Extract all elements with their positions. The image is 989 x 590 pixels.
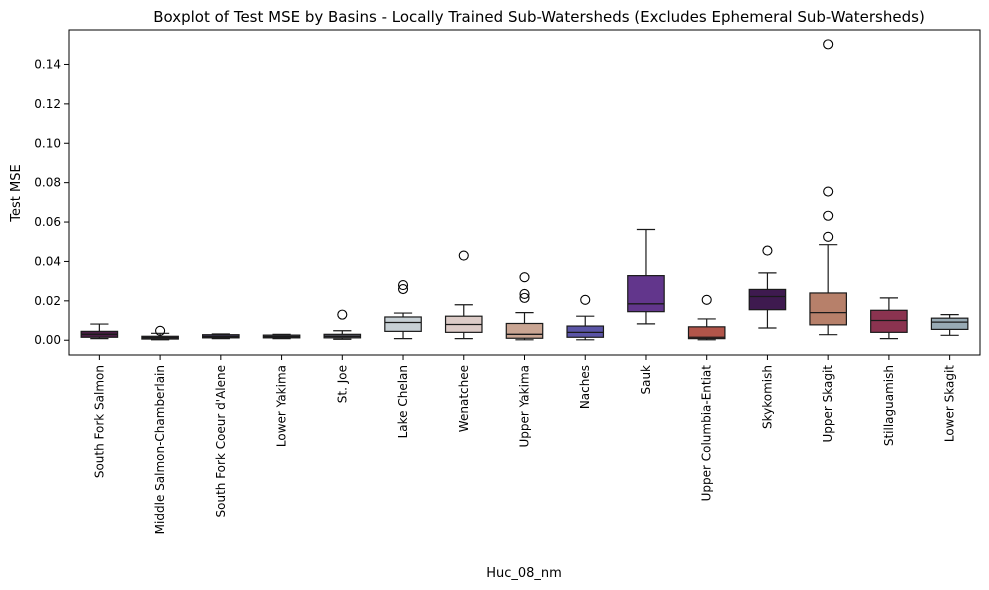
y-tick-label: 0.10 <box>34 136 61 150</box>
box-body <box>930 317 969 330</box>
x-tick-label: Stillaguamish <box>882 365 896 446</box>
y-tick-label: 0.02 <box>34 294 61 308</box>
box-group <box>748 245 787 329</box>
x-tick-label: South Fork Coeur d'Alene <box>214 365 228 518</box>
outlier-point <box>580 294 591 305</box>
chart-title: Boxplot of Test MSE by Basins - Locally … <box>153 8 925 26</box>
box-body <box>809 292 847 326</box>
y-axis: 0.00 0.02 0.04 0.06 0.08 0.10 0.12 0.14 <box>34 57 69 347</box>
outlier-point <box>823 210 834 221</box>
box-body <box>566 325 605 338</box>
x-tick-label: Lake Chelan <box>396 365 410 438</box>
box-body <box>870 309 908 333</box>
outlier-point <box>823 231 834 242</box>
box-group <box>384 280 422 340</box>
outlier-point <box>337 309 348 320</box>
x-tick-label: Upper Skagit <box>821 365 835 443</box>
y-tick-label: 0.06 <box>34 215 61 229</box>
outlier-point <box>823 186 834 197</box>
y-tick-label: 0.08 <box>34 176 61 190</box>
box-body <box>687 326 726 340</box>
box-group <box>687 294 726 341</box>
box-group <box>505 272 544 341</box>
y-tick-label: 0.04 <box>34 254 61 268</box>
box-group <box>870 297 908 340</box>
x-tick-label: Lower Yakima <box>275 365 289 447</box>
x-tick-label: Upper Columbia-Entiat <box>700 365 714 502</box>
y-tick-label: 0.12 <box>34 97 61 111</box>
x-tick-label: Naches <box>578 365 592 409</box>
x-tick-label: Middle Salmon-Chamberlain <box>153 365 167 534</box>
x-tick-label: Wenatchee <box>457 365 471 432</box>
boxes-layer <box>80 39 969 341</box>
box-group <box>323 309 362 340</box>
x-tick-label: Skykomish <box>760 365 774 429</box>
box-group <box>262 333 301 340</box>
box-group <box>444 250 483 340</box>
outlier-point <box>458 250 469 261</box>
box-group <box>627 228 665 325</box>
x-axis: South Fork Salmon Middle Salmon-Chamberla… <box>92 355 957 534</box>
x-tick-label: Upper Yakima <box>518 365 532 448</box>
outlier-point <box>519 288 530 299</box>
y-axis-label: Test MSE <box>9 164 24 222</box>
box-group <box>202 333 240 340</box>
outlier-point <box>823 39 834 50</box>
outlier-point <box>519 292 530 303</box>
x-tick-label: St. Joe <box>335 365 349 403</box>
outlier-point <box>701 294 712 305</box>
x-tick-label: Sauk <box>639 365 653 395</box>
box-group <box>80 323 119 340</box>
outlier-point <box>762 245 773 256</box>
box-group <box>930 314 969 336</box>
outlier-point <box>519 272 530 283</box>
box-body <box>384 316 422 332</box>
outlier-point <box>155 325 166 336</box>
box-group <box>566 294 605 341</box>
box-body <box>627 275 665 313</box>
box-group <box>141 325 179 341</box>
box-group <box>809 39 847 336</box>
box-body <box>748 288 787 311</box>
plot-frame <box>68 29 981 356</box>
outlier-point <box>397 280 409 291</box>
box-body <box>505 322 544 339</box>
x-axis-label: Huc_08_nm <box>486 566 562 581</box>
x-tick-label: South Fork Salmon <box>92 365 106 478</box>
x-tick-label: Lower Skagit <box>943 365 957 442</box>
y-tick-label: 0.00 <box>34 333 61 347</box>
y-tick-label: 0.14 <box>34 57 61 71</box>
outlier-point <box>397 283 409 295</box>
